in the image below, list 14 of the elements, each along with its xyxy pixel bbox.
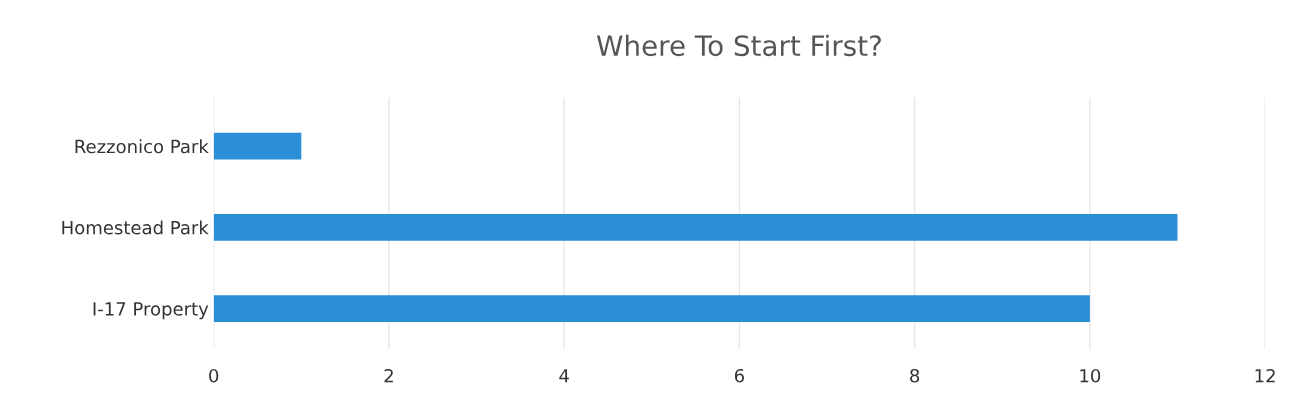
chart-title: Where To Start First? [596, 34, 881, 57]
x-tick-label: 12 [1255, 368, 1275, 383]
y-tick-label: Homestead Park [62, 220, 209, 235]
bar [213, 132, 302, 160]
x-tick-label: 4 [559, 369, 569, 383]
y-tick-label: Rezzonico Park [75, 139, 209, 154]
x-tick-label: 2 [384, 368, 393, 383]
y-tick-label: I-17 Property [93, 302, 209, 320]
x-tick-label: 0 [209, 368, 219, 383]
bar [213, 213, 1178, 241]
x-tick-label: 6 [734, 368, 745, 383]
x-tick-label: 10 [1080, 368, 1101, 383]
bar [213, 295, 1090, 322]
x-tick-label: 8 [910, 368, 920, 383]
